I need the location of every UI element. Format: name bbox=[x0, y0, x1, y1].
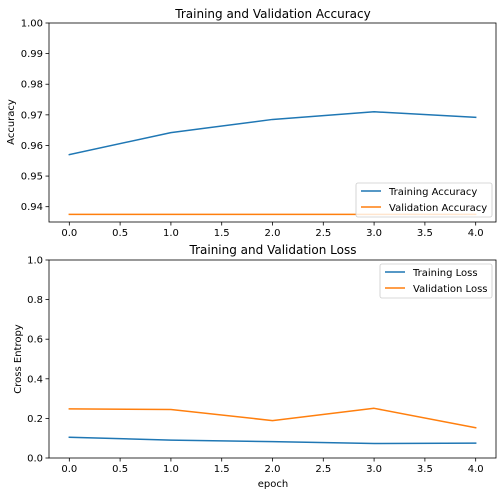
series-line-training-accuracy bbox=[68, 111, 477, 156]
accuracy-x-tick-label: 0.0 bbox=[61, 228, 77, 239]
accuracy-y-tick-label: 0.97 bbox=[21, 110, 43, 121]
series-line-training-loss bbox=[68, 436, 477, 445]
loss-y-tick-label: 1.0 bbox=[27, 256, 43, 267]
legend-label-validation-accuracy: Validation Accuracy bbox=[389, 203, 487, 214]
legend-label-training-accuracy: Training Accuracy bbox=[388, 187, 477, 198]
loss-y-tick-label: 0.0 bbox=[27, 454, 43, 465]
loss-x-tick-label: 1.0 bbox=[163, 464, 179, 475]
loss-x-tick-label: 2.5 bbox=[315, 464, 331, 475]
accuracy-plot-frame bbox=[48, 22, 497, 223]
accuracy-subplot: Training and Validation Accuracy Accurac… bbox=[6, 7, 497, 240]
loss-x-tick-label: 3.5 bbox=[417, 464, 433, 475]
loss-tick-layer: 0.0 0.5 1.0 1.5 2.0 2.5 3.0 3.5 4.0 0.0 0.2 0.4 0.6 0… bbox=[27, 256, 484, 476]
loss-y-axis-label: Cross Entropy bbox=[13, 324, 24, 394]
loss-y-tick-label: 0.8 bbox=[27, 295, 43, 306]
loss-legend-frame bbox=[379, 263, 493, 299]
loss-x-tick-label: 4.0 bbox=[468, 464, 484, 475]
loss-y-tick-label: 0.4 bbox=[27, 374, 43, 385]
loss-x-tick-label: 3.0 bbox=[366, 464, 382, 475]
legend-label-training-loss: Training Loss bbox=[412, 268, 478, 279]
loss-y-tick-label: 0.6 bbox=[27, 335, 43, 346]
accuracy-x-tick-label: 2.5 bbox=[315, 228, 331, 239]
loss-x-axis-label: epoch bbox=[258, 479, 288, 490]
accuracy-y-tick-label: 1.00 bbox=[21, 19, 43, 30]
loss-legend: Training Loss Validation Loss bbox=[379, 263, 493, 299]
loss-x-tick-label: 1.5 bbox=[214, 464, 230, 475]
accuracy-y-tick-label: 0.99 bbox=[21, 49, 43, 60]
accuracy-x-tick-label: 4.0 bbox=[468, 228, 484, 239]
accuracy-chart-title: Training and Validation Accuracy bbox=[174, 7, 370, 21]
accuracy-y-axis-label: Accuracy bbox=[6, 99, 17, 145]
loss-series-layer bbox=[68, 407, 477, 445]
loss-y-tick-label: 0.2 bbox=[27, 414, 43, 425]
accuracy-x-tick-label: 3.5 bbox=[417, 228, 433, 239]
accuracy-x-tick-label: 1.5 bbox=[214, 228, 230, 239]
accuracy-y-tick-label: 0.95 bbox=[21, 172, 43, 183]
accuracy-legend-frame bbox=[355, 182, 493, 218]
accuracy-x-tick-label: 2.0 bbox=[265, 228, 281, 239]
accuracy-y-tick-label: 0.96 bbox=[21, 141, 43, 152]
loss-subplot: Training and Validation Loss Cross Entro… bbox=[13, 243, 497, 490]
accuracy-tick-layer: 0.0 0.5 1.0 1.5 2.0 2.5 3.0 3.5 4.0 0.94 0.95 0.96 0… bbox=[21, 19, 484, 240]
loss-x-tick-label: 0.0 bbox=[61, 464, 77, 475]
accuracy-y-tick-label: 0.98 bbox=[21, 80, 43, 91]
loss-x-tick-label: 2.0 bbox=[265, 464, 281, 475]
loss-x-tick-label: 0.5 bbox=[112, 464, 128, 475]
accuracy-x-tick-label: 0.5 bbox=[112, 228, 128, 239]
loss-chart-title: Training and Validation Loss bbox=[189, 243, 357, 257]
series-line-validation-loss bbox=[68, 407, 477, 429]
legend-label-validation-loss: Validation Loss bbox=[413, 284, 488, 295]
accuracy-legend: Training Accuracy Validation Accuracy bbox=[355, 182, 493, 218]
accuracy-y-tick-label: 0.94 bbox=[21, 202, 43, 213]
loss-plot-frame bbox=[48, 259, 497, 459]
accuracy-x-tick-label: 3.0 bbox=[366, 228, 382, 239]
accuracy-x-tick-label: 1.0 bbox=[163, 228, 179, 239]
